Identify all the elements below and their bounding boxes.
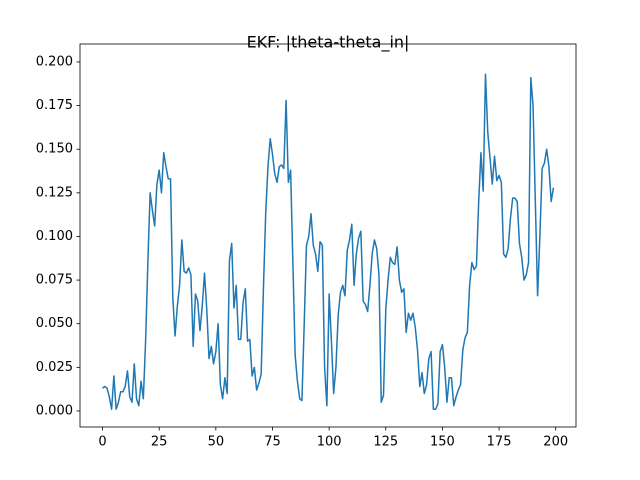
x-tick-label: 150 xyxy=(430,435,455,450)
y-tick-label: 0.200 xyxy=(36,54,73,69)
data-line xyxy=(102,73,555,410)
y-tick-label: 0.150 xyxy=(36,142,73,157)
x-tick-label: 25 xyxy=(151,435,168,450)
axes-frame xyxy=(79,43,577,428)
y-tick-label: 0.025 xyxy=(36,360,73,375)
x-tick-label: 100 xyxy=(317,435,342,450)
x-tick-label: 50 xyxy=(208,435,225,450)
x-tick-label: 200 xyxy=(543,435,568,450)
x-tick-label: 175 xyxy=(487,435,512,450)
x-tick-label: 125 xyxy=(373,435,398,450)
chart-title: EKF: |theta-theta_in| xyxy=(247,33,410,53)
y-tick-label: 0.125 xyxy=(36,185,73,200)
x-tick-label: 75 xyxy=(264,435,281,450)
y-tick-label: 0.000 xyxy=(36,403,73,418)
y-tick-label: 0.050 xyxy=(36,316,73,331)
y-tick-label: 0.175 xyxy=(36,98,73,113)
x-tick-label: 0 xyxy=(98,435,106,450)
y-tick-label: 0.075 xyxy=(36,273,73,288)
y-tick-label: 0.100 xyxy=(36,229,73,244)
